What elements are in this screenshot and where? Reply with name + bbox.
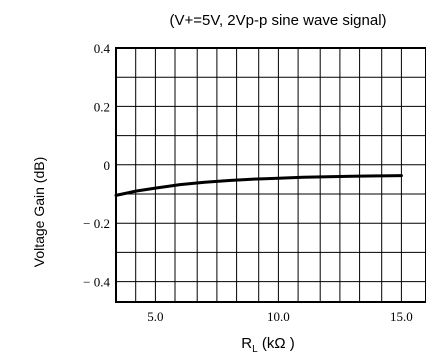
x-tick-label-1: 10.0	[267, 309, 290, 324]
x-axis-label: RL (kΩ )	[241, 335, 294, 355]
x-tick-label-2: 15.0	[390, 309, 413, 324]
y-tick-label-2: 0	[104, 158, 111, 173]
chart-title: (V+=5V, 2Vp-p sine wave signal)	[169, 12, 386, 29]
y-tick-label-0: 0.4	[94, 41, 111, 56]
x-axis-label-unit: (kΩ )	[258, 335, 295, 352]
x-tick-label-0: 5.0	[147, 309, 163, 324]
plot-frame	[115, 47, 426, 303]
x-tick-labels: 5.0 10.0 15.0	[147, 309, 413, 324]
series-line-0	[114, 174, 403, 197]
series-layer	[114, 174, 403, 197]
x-axis-label-main: R	[241, 335, 252, 352]
y-tick-label-3: − 0.2	[83, 216, 110, 231]
y-tick-labels: 0.4 0.2 0 − 0.2 − 0.4	[83, 41, 110, 290]
y-axis-label: Voltage Gain (dB)	[31, 157, 47, 268]
y-tick-label-4: − 0.4	[83, 275, 110, 290]
y-tick-label-1: 0.2	[94, 99, 110, 114]
x-axis-label-subscript: L	[252, 344, 258, 355]
